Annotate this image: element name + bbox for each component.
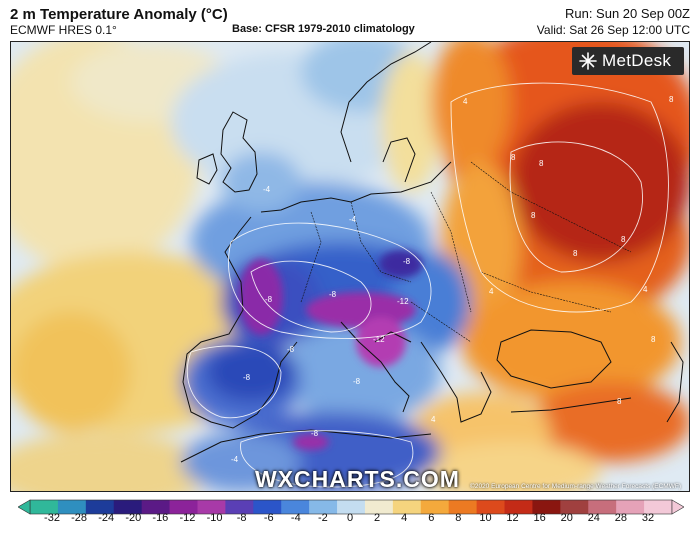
colorbar-swatch — [309, 500, 338, 514]
colorbar-tick-label: -2 — [318, 512, 328, 524]
contour-label: -8 — [311, 429, 319, 438]
colorbar-swatch — [448, 500, 478, 514]
colorbar-swatch — [364, 500, 394, 514]
contour-label: -12 — [397, 297, 409, 306]
contour-label: -4 — [263, 185, 271, 194]
colorbar-swatch — [141, 500, 171, 514]
colorbar-swatch — [197, 500, 226, 514]
metdesk-logo-icon — [579, 52, 597, 70]
colorbar-left-arrow — [18, 499, 31, 515]
colorbar-tick-label: 0 — [346, 512, 354, 524]
contour-label: 4 — [463, 97, 468, 106]
colorbar — [18, 499, 684, 515]
metdesk-logo: MetDesk — [572, 47, 684, 75]
colorbar-tick-label: -16 — [152, 512, 169, 524]
ecmwf-copyright: ©2020 European Centre for Medium-range W… — [470, 483, 681, 490]
contour-label: 8 — [617, 397, 622, 406]
colorbar-tick-label: 8 — [455, 512, 462, 524]
colorbar-ticks: -32 -28 -24 -20 -16 -12 -10 -8 -6 -4 -2 0 2 4 6 8 10 12 16… — [0, 512, 700, 532]
colorbar-tick-label: 2 — [374, 512, 381, 524]
contour-label: -8 — [265, 295, 273, 304]
colorbar-swatch — [169, 500, 198, 514]
colorbar-swatch — [532, 500, 561, 514]
colorbar-swatch — [337, 500, 366, 514]
colorbar-swatch — [420, 500, 450, 514]
run-time-label: Run: Sun 20 Sep 00Z — [564, 6, 690, 21]
colorbar-tick-label: -24 — [98, 512, 115, 524]
colorbar-swatch — [281, 500, 310, 514]
colorbar-tick-label: -8 — [236, 512, 247, 524]
contour-label: 4 — [643, 285, 648, 294]
contour-label: 8 — [669, 95, 674, 104]
colorbar-tick-label: -12 — [179, 512, 196, 524]
colorbar-tick-label: 24 — [587, 512, 600, 524]
colorbar-tick-label: 4 — [401, 512, 408, 524]
temperature-anomaly-map[interactable]: -8 -8 -8 -8 -12 -12 -8 -8 -8 -4 -4 -4 4 … — [10, 41, 690, 492]
contour-label: -12 — [373, 335, 385, 344]
colorbar-swatch — [253, 500, 282, 514]
colorbar-tick-label: 28 — [614, 512, 628, 524]
colorbar-tick-label: 16 — [533, 512, 546, 524]
colorbar-tick-label: -10 — [206, 512, 223, 524]
colorbar-swatch — [504, 500, 533, 514]
colorbar-swatch — [476, 500, 506, 514]
colorbar-swatch — [560, 500, 589, 514]
colorbar-tick-label: -4 — [290, 512, 301, 524]
contour-label: -8 — [287, 345, 295, 354]
colorbar-swatch — [85, 500, 115, 514]
colorbar-tick-label: -32 — [44, 512, 60, 524]
country-borders — [300, 161, 632, 343]
contour-label: 8 — [621, 235, 626, 244]
colorbar-swatch — [588, 500, 617, 514]
colorbar-tick-label: 20 — [560, 512, 573, 524]
colorbar-tick-label: -6 — [263, 512, 274, 524]
model-label: ECMWF HRES 0.1° — [10, 23, 117, 37]
contour-label: -8 — [243, 373, 251, 382]
colorbar-tick-label: -20 — [125, 512, 142, 524]
colorbar-swatch — [644, 500, 673, 514]
header: 2 m Temperature Anomaly (°C) ECMWF HRES … — [0, 0, 700, 42]
coastlines — [180, 42, 684, 463]
contour-label: -4 — [349, 215, 357, 224]
contour-label: -8 — [329, 290, 337, 299]
cold-core-field — [239, 250, 423, 450]
chart-title: 2 m Temperature Anomaly (°C) — [10, 6, 228, 23]
colorbar-swatch — [57, 500, 87, 514]
contour-label: -8 — [353, 377, 361, 386]
colorbar-swatch — [30, 500, 59, 514]
colorbar-tick-label: -28 — [71, 512, 88, 524]
colorbar-tick-label: 6 — [428, 512, 435, 524]
colorbar-tick-label: 32 — [641, 512, 655, 524]
contour-label-group: -8 -8 -8 -8 -12 -12 -8 -8 -8 -4 -4 -4 4 … — [231, 95, 674, 464]
contour-lines — [186, 82, 669, 488]
contour-label: 8 — [539, 159, 544, 168]
contour-label: 8 — [573, 249, 578, 258]
base-climatology-label: Base: CFSR 1979-2010 climatology — [232, 23, 415, 35]
contour-label: 8 — [511, 153, 516, 162]
map-canvas: -8 -8 -8 -8 -12 -12 -8 -8 -8 -4 -4 -4 4 … — [11, 42, 689, 491]
contour-label: 8 — [531, 211, 536, 220]
colorbar-tick-label: 10 — [479, 512, 492, 524]
contour-label: -4 — [231, 455, 239, 464]
valid-time-label: Valid: Sat 26 Sep 12:00 UTC — [536, 23, 690, 37]
colorbar-swatch — [392, 500, 422, 514]
contour-label: 4 — [431, 415, 436, 424]
anomaly-field — [11, 42, 689, 491]
wxcharts-watermark: WXCHARTS.COM — [255, 466, 460, 492]
colorbar-tick-label: 12 — [506, 512, 519, 524]
contour-label: 4 — [489, 287, 494, 296]
contour-label: 8 — [651, 335, 656, 344]
contour-label: -8 — [403, 257, 411, 266]
colorbar-swatch — [113, 500, 143, 514]
colorbar-swatch — [616, 500, 645, 514]
colorbar-right-arrow — [671, 499, 684, 515]
metdesk-logo-text: MetDesk — [602, 51, 672, 70]
colorbar-swatch — [225, 500, 254, 514]
